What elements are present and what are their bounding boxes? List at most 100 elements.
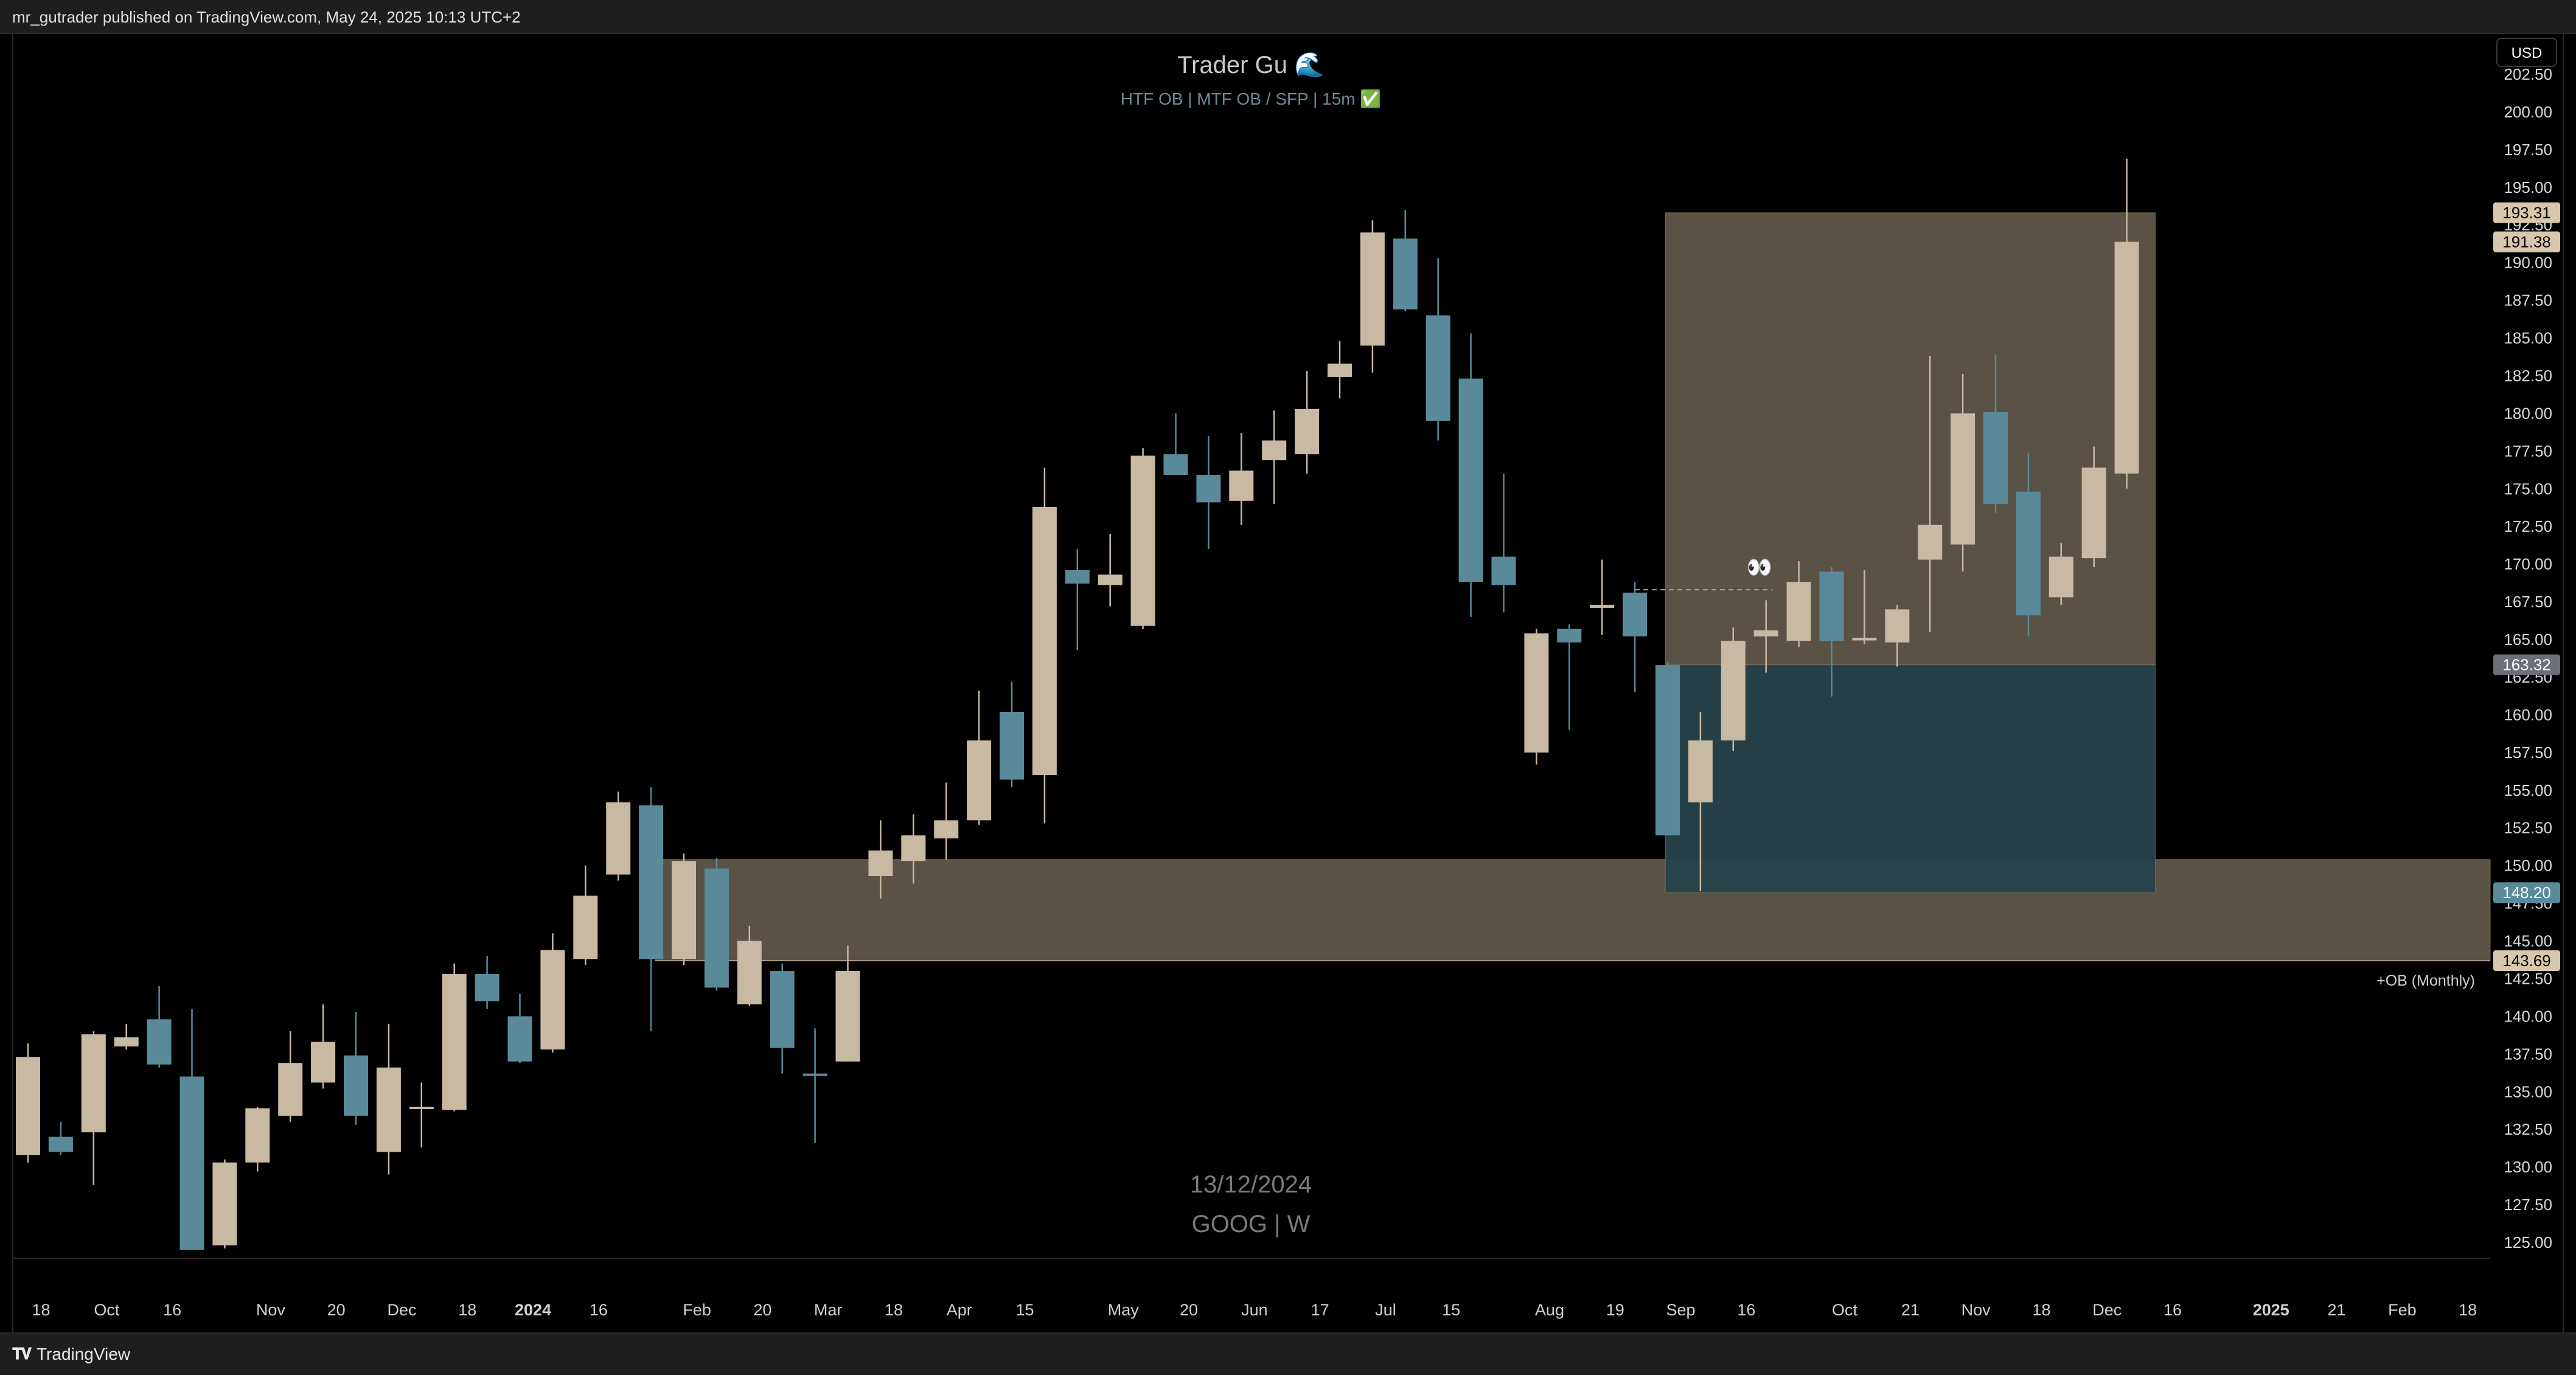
y-tick-label-12: 155.00 <box>2504 781 2552 799</box>
x-tick-label-18: 17 <box>1311 1301 1329 1319</box>
candle-body-32 <box>1065 570 1090 584</box>
candle-body-47 <box>1557 628 1582 642</box>
candle-body-7 <box>245 1108 270 1163</box>
candle-body-37 <box>1229 470 1254 501</box>
candle-body-27 <box>901 835 926 862</box>
y-tick-label-21: 177.50 <box>2504 442 2552 460</box>
x-tick-label-8: 16 <box>590 1301 608 1319</box>
candle-body-33 <box>1098 574 1123 585</box>
price-tag-bg-3 <box>2493 882 2560 903</box>
y-tick-label-28: 195.00 <box>2504 178 2552 197</box>
y-tick-label-0: 125.00 <box>2504 1233 2552 1251</box>
y-tick-label-18: 170.00 <box>2504 555 2552 573</box>
tradingview-logo-icon: 𝐓𝐕 <box>12 1345 32 1363</box>
x-tick-label-20: 15 <box>1442 1301 1460 1319</box>
y-tick-label-4: 135.00 <box>2504 1082 2552 1101</box>
candle-body-31 <box>1032 507 1057 775</box>
candle-body-17 <box>573 896 598 959</box>
x-tick-label-4: 20 <box>327 1301 346 1319</box>
x-tick-label-3: Nov <box>256 1301 286 1319</box>
candle-body-28 <box>934 820 959 839</box>
candle-body-10 <box>344 1055 368 1116</box>
candle-body-35 <box>1163 454 1188 475</box>
candle-body-40 <box>1328 363 1352 377</box>
candle-body-46 <box>1524 633 1549 753</box>
x-tick-label-16: 20 <box>1180 1301 1198 1319</box>
candle-body-38 <box>1262 440 1287 461</box>
currency-button[interactable]: USD <box>2496 38 2557 67</box>
x-tick-label-34: 18 <box>2459 1301 2477 1319</box>
candle-body-29 <box>967 740 992 821</box>
x-tick-label-30: 16 <box>2163 1301 2182 1319</box>
brand-text: TradingView <box>36 1345 131 1363</box>
candle-body-39 <box>1295 408 1320 454</box>
candle-body-9 <box>311 1042 336 1083</box>
eyes-emoji: 👀 <box>1747 556 1772 579</box>
price-tag-4: 143.69 <box>2502 952 2551 970</box>
candle-body-44 <box>1458 378 1483 582</box>
y-tick-label-14: 160.00 <box>2504 706 2552 724</box>
candle-body-18 <box>606 802 631 875</box>
x-tick-label-29: Dec <box>2092 1301 2122 1319</box>
x-tick-label-12: 18 <box>885 1301 903 1319</box>
price-tag-bg-2 <box>2493 654 2560 675</box>
candle-body-0 <box>16 1057 40 1155</box>
price-tag-bg-4 <box>2493 950 2560 971</box>
candle-body-3 <box>114 1037 139 1046</box>
price-tag-bg-0 <box>2493 202 2560 223</box>
candle-body-21 <box>704 868 729 988</box>
tradingview-brand[interactable]: 𝐓𝐕 TradingView <box>12 1345 130 1364</box>
candle-body-25 <box>835 971 860 1062</box>
chart-title: Trader Gu 🌊 <box>1177 50 1325 78</box>
y-tick-label-30: 200.00 <box>2504 103 2552 121</box>
price-tag-bg-1 <box>2493 231 2560 252</box>
candle-body-52 <box>1721 641 1746 741</box>
ob-monthly-label: +OB (Monthly) <box>2376 972 2475 989</box>
x-tick-label-11: Mar <box>814 1301 843 1319</box>
x-tick-label-28: 18 <box>2032 1301 2050 1319</box>
candle-body-63 <box>2081 467 2106 559</box>
candle-body-26 <box>868 850 893 876</box>
x-tick-label-1: Oct <box>94 1301 120 1319</box>
candle-body-61 <box>2016 492 2041 616</box>
y-tick-label-29: 197.50 <box>2504 141 2552 159</box>
zone-1 <box>1665 212 2156 666</box>
x-tick-label-25: Oct <box>1832 1301 1858 1319</box>
x-tick-label-23: Sep <box>1666 1301 1696 1319</box>
y-tick-label-19: 172.50 <box>2504 517 2552 535</box>
candle-body-59 <box>1951 413 1976 545</box>
x-tick-label-17: Jun <box>1241 1301 1268 1319</box>
y-tick-label-1: 127.50 <box>2504 1196 2552 1214</box>
y-tick-label-31: 202.50 <box>2504 65 2552 83</box>
x-tick-label-27: Nov <box>1962 1301 1991 1319</box>
y-tick-label-3: 132.50 <box>2504 1120 2552 1138</box>
x-tick-label-13: Apr <box>947 1301 972 1319</box>
candle-body-19 <box>639 805 664 959</box>
candle-body-50 <box>1655 665 1680 836</box>
price-tag-1: 191.38 <box>2502 232 2551 251</box>
x-tick-label-24: 16 <box>1737 1301 1755 1319</box>
candle-body-11 <box>376 1067 401 1152</box>
x-tick-label-26: 21 <box>1901 1301 1920 1319</box>
candle-body-14 <box>475 974 500 1001</box>
x-tick-label-10: 20 <box>753 1301 771 1319</box>
candle-body-41 <box>1360 232 1385 346</box>
y-tick-label-6: 140.00 <box>2504 1007 2552 1025</box>
price-tag-2: 163.32 <box>2502 656 2551 674</box>
candle-body-62 <box>2049 556 2073 597</box>
y-tick-label-25: 187.50 <box>2504 291 2552 310</box>
candle-body-15 <box>507 1016 532 1062</box>
candle-body-23 <box>770 971 795 1048</box>
candle-body-5 <box>179 1076 204 1250</box>
candle-body-48 <box>1590 605 1615 608</box>
candle-body-24 <box>802 1073 827 1076</box>
zone-2 <box>1665 664 2156 893</box>
y-tick-label-11: 152.50 <box>2504 819 2552 837</box>
candle-body-42 <box>1393 238 1418 310</box>
y-tick-label-7: 142.50 <box>2504 969 2552 987</box>
candle-body-22 <box>737 941 762 1004</box>
x-tick-label-19: Jul <box>1375 1301 1396 1319</box>
y-tick-label-22: 180.00 <box>2504 404 2552 422</box>
y-tick-label-26: 190.00 <box>2504 254 2552 272</box>
